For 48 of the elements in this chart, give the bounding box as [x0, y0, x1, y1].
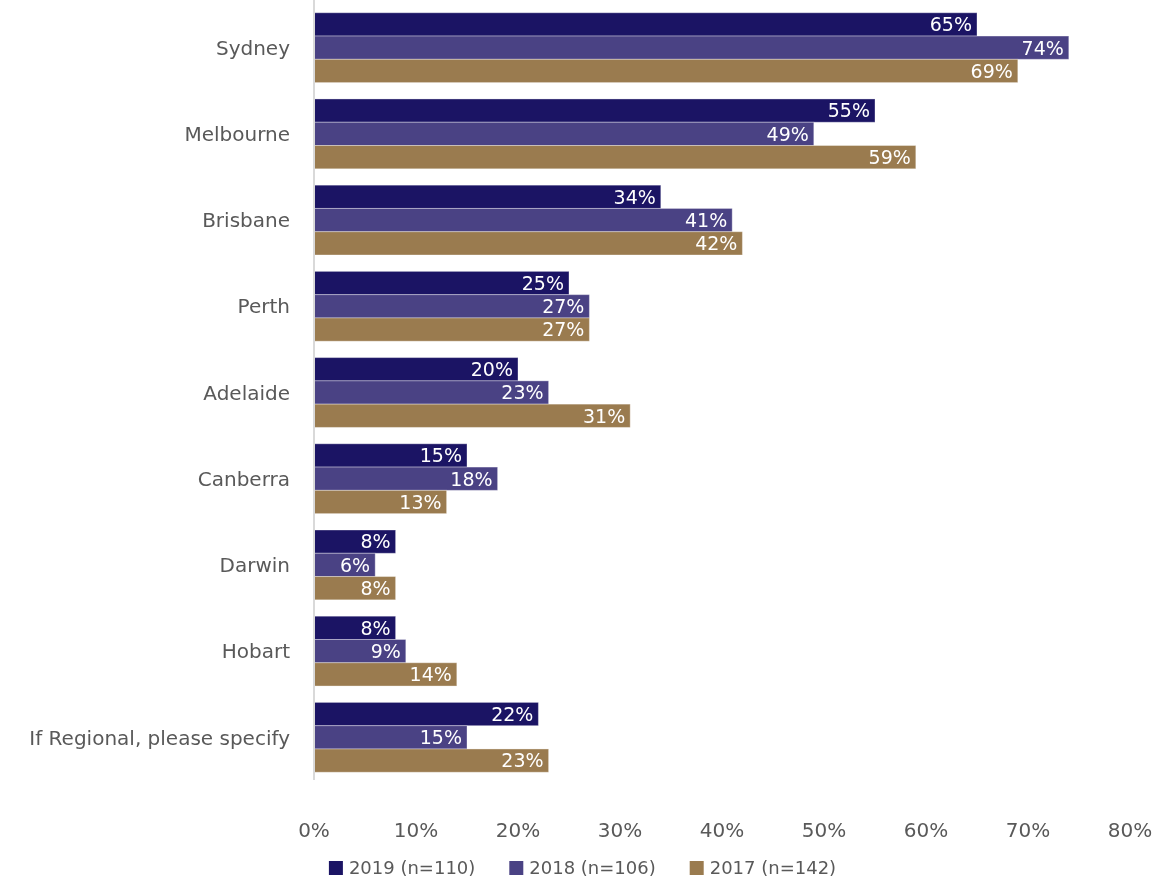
data-label: 6% — [340, 553, 371, 576]
x-tick-label: 40% — [699, 818, 745, 842]
data-label: 55% — [827, 99, 870, 122]
data-label: 41% — [684, 208, 728, 231]
legend-label: 2019 (n=110) — [348, 857, 476, 879]
data-label: 18% — [450, 467, 493, 490]
x-tick-label: 10% — [393, 818, 439, 842]
data-label: 49% — [766, 122, 809, 145]
x-tick-label: 70% — [1005, 818, 1051, 842]
data-label: 20% — [470, 358, 513, 381]
data-label: 8% — [360, 577, 391, 600]
data-label: 22% — [491, 702, 534, 725]
y-tick-label: Perth — [237, 294, 290, 319]
data-label: 65% — [929, 13, 972, 36]
y-tick-label: Sydney — [215, 35, 291, 60]
data-label: 31% — [582, 404, 626, 427]
y-tick-label: Canberra — [197, 466, 290, 491]
x-tick-label: 60% — [903, 818, 949, 842]
data-label: 23% — [501, 749, 544, 772]
data-label: 25% — [521, 271, 564, 294]
data-label: 15% — [419, 726, 462, 749]
x-tick-label: 20% — [495, 818, 541, 842]
y-tick-label: Melbourne — [184, 122, 290, 147]
data-label: 27% — [542, 318, 585, 341]
y-tick-label: Darwin — [219, 553, 290, 578]
data-label: 13% — [399, 490, 442, 513]
data-label: 8% — [360, 616, 391, 639]
y-tick-label: Brisbane — [202, 208, 290, 233]
data-label: 27% — [542, 295, 585, 318]
y-tick-label: Hobart — [221, 639, 291, 664]
data-label: 59% — [868, 146, 911, 168]
data-label: 69% — [970, 59, 1013, 82]
x-tick-label: 30% — [597, 818, 643, 842]
legend-label: 2018 (n=106) — [529, 857, 656, 879]
data-label: 15% — [419, 444, 462, 467]
data-label: 34% — [613, 185, 656, 208]
data-label: 8% — [360, 530, 391, 553]
x-tick-label: 80% — [1107, 818, 1153, 842]
y-tick-label: If Regional, please specify — [29, 725, 291, 750]
data-label: 74% — [1021, 36, 1064, 59]
data-label: 42% — [695, 232, 738, 255]
data-label: 14% — [409, 663, 452, 686]
data-label: 23% — [501, 381, 544, 404]
legend-label: 2017 (n=142) — [709, 857, 837, 879]
x-tick-label: 50% — [801, 818, 847, 842]
x-tick-label: 0% — [298, 818, 330, 842]
data-label: 9% — [370, 639, 401, 662]
y-tick-label: Adelaide — [203, 380, 290, 405]
